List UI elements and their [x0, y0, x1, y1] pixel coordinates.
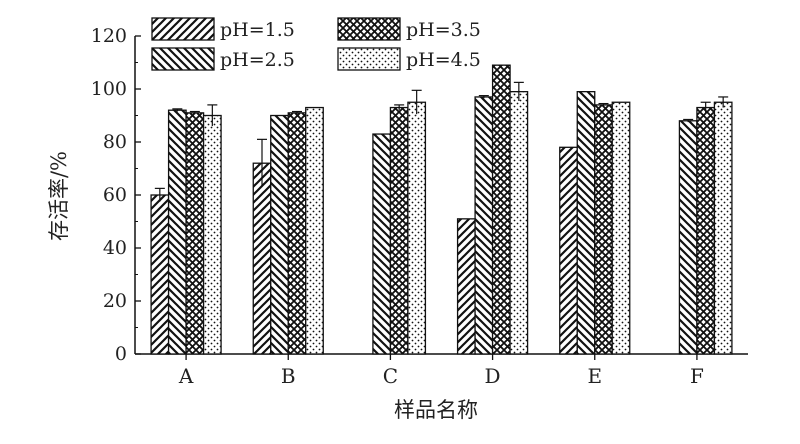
bar [372, 133, 392, 355]
legend-label: pH=4.5 [406, 49, 481, 71]
legend-swatch [337, 47, 401, 71]
plot-area: 0 20 40 60 80 100 120 A B C D E F [91, 25, 748, 388]
y-tick-label: 60 [103, 184, 127, 206]
legend-swatch [337, 17, 401, 41]
bar [305, 106, 324, 355]
x-axis-title: 样品名称 [394, 398, 478, 422]
x-tick-label: E [587, 364, 602, 388]
y-tick-label: 40 [103, 237, 127, 259]
bar [576, 91, 596, 355]
bar [491, 64, 511, 355]
bar [287, 112, 307, 355]
bar [150, 194, 170, 355]
bar [270, 114, 289, 355]
x-tick-label: B [281, 364, 296, 388]
legend-swatch [151, 17, 215, 41]
bar [611, 101, 631, 355]
y-tick-label: 80 [103, 131, 127, 153]
bar [389, 106, 409, 355]
legend-label: pH=2.5 [220, 49, 295, 71]
bar [167, 109, 187, 355]
y-tick-label: 100 [91, 78, 127, 100]
bar [713, 101, 733, 355]
bar [474, 96, 494, 355]
y-tick-label: 120 [91, 25, 127, 47]
bar [456, 218, 476, 355]
bar [185, 112, 205, 355]
bar [559, 146, 578, 355]
y-tick-label: 20 [103, 290, 127, 312]
bar [678, 120, 698, 355]
x-tick-label: C [383, 364, 398, 388]
bar [407, 101, 427, 355]
bar [594, 104, 613, 355]
x-tick-label: F [690, 364, 704, 388]
legend-label: pH=1.5 [220, 19, 295, 41]
legend-label: pH=3.5 [406, 19, 481, 41]
bar [509, 91, 529, 355]
legend-swatch [151, 47, 215, 71]
y-tick-label: 0 [115, 343, 127, 365]
bar [696, 106, 716, 355]
y-axis-title: 存活率/% [47, 151, 71, 241]
legend: pH=1.5 pH=2.5 pH=3.5 pH=4.5 [151, 17, 481, 71]
x-tick-label: A [178, 364, 194, 388]
x-tick-label: D [485, 364, 501, 388]
bar [202, 114, 222, 355]
bar [252, 162, 272, 355]
